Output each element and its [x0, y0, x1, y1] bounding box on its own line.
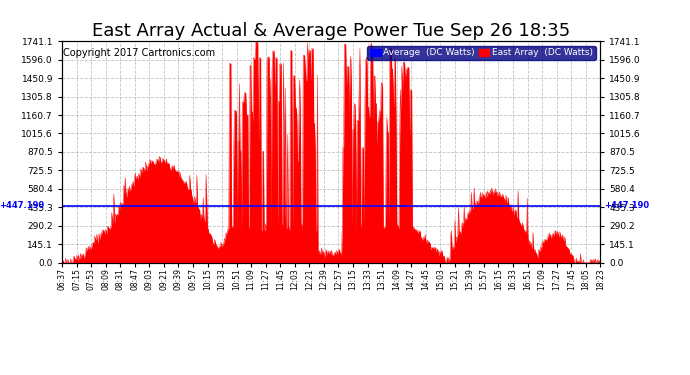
Text: Copyright 2017 Cartronics.com: Copyright 2017 Cartronics.com — [63, 48, 215, 58]
Text: +447.190: +447.190 — [0, 201, 45, 210]
Title: East Array Actual & Average Power Tue Sep 26 18:35: East Array Actual & Average Power Tue Se… — [92, 22, 571, 40]
Legend: Average  (DC Watts), East Array  (DC Watts): Average (DC Watts), East Array (DC Watts… — [367, 46, 595, 60]
Text: +447.190: +447.190 — [604, 201, 649, 210]
